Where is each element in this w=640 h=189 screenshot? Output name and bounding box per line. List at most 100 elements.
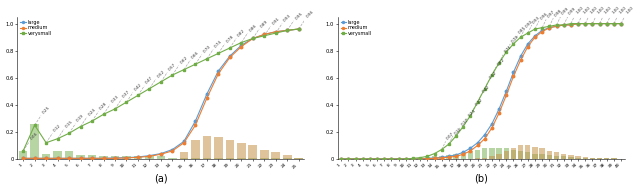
Bar: [582, 158, 588, 159]
Bar: [597, 158, 602, 159]
medium: [488, 127, 496, 129]
medium: [524, 46, 532, 48]
large: [352, 158, 360, 160]
large: [19, 157, 27, 160]
large: [100, 157, 108, 160]
medium: [545, 26, 553, 29]
Bar: [540, 154, 545, 159]
Bar: [30, 124, 39, 159]
medium: [344, 158, 352, 160]
medium: [31, 157, 38, 160]
large: [402, 158, 410, 160]
Bar: [561, 154, 566, 159]
large: [481, 133, 488, 136]
Bar: [554, 152, 559, 159]
large: [574, 22, 582, 25]
large: [180, 140, 188, 143]
Text: 1.00: 1.00: [596, 6, 606, 15]
Text: 0.62: 0.62: [179, 56, 189, 65]
Text: 1.00: 1.00: [604, 6, 613, 15]
medium: [574, 22, 582, 25]
Legend: large, medium, verysmall: large, medium, verysmall: [20, 19, 52, 36]
Bar: [540, 148, 545, 159]
Bar: [518, 151, 524, 159]
Text: 0.85: 0.85: [518, 26, 527, 35]
large: [581, 22, 589, 25]
verysmall: [438, 148, 445, 151]
Bar: [489, 148, 495, 159]
large: [524, 43, 532, 45]
Bar: [19, 151, 28, 159]
Bar: [439, 156, 444, 159]
large: [617, 22, 625, 25]
medium: [191, 124, 199, 126]
Text: 0.71: 0.71: [504, 45, 513, 54]
Bar: [468, 151, 473, 159]
medium: [366, 158, 374, 160]
X-axis label: (b): (b): [474, 174, 488, 184]
Text: 0.28: 0.28: [99, 102, 108, 111]
large: [214, 70, 222, 72]
medium: [42, 157, 50, 160]
medium: [481, 138, 488, 140]
verysmall: [467, 115, 474, 117]
Bar: [180, 152, 188, 159]
verysmall: [495, 62, 503, 64]
verysmall: [146, 88, 154, 90]
large: [42, 157, 50, 160]
large: [260, 33, 268, 36]
verysmall: [603, 22, 611, 25]
medium: [402, 158, 410, 160]
Bar: [157, 156, 165, 159]
Text: 0.11: 0.11: [453, 126, 462, 135]
Bar: [446, 155, 452, 159]
Text: 0.24: 0.24: [88, 107, 97, 116]
Text: 0.96: 0.96: [306, 10, 315, 19]
verysmall: [545, 25, 553, 27]
Text: 1.00: 1.00: [618, 6, 627, 15]
Bar: [424, 157, 430, 159]
verysmall: [134, 94, 142, 97]
verysmall: [596, 22, 604, 25]
Bar: [203, 136, 211, 159]
large: [438, 156, 445, 159]
medium: [416, 158, 424, 160]
large: [191, 120, 199, 122]
Bar: [575, 156, 580, 159]
medium: [337, 158, 345, 160]
verysmall: [366, 158, 374, 160]
Line: medium: medium: [22, 28, 300, 160]
verysmall: [560, 24, 568, 26]
Text: 0.24: 0.24: [467, 108, 477, 118]
medium: [249, 37, 257, 40]
Text: 0.99: 0.99: [561, 7, 570, 16]
Bar: [111, 156, 119, 159]
Line: medium: medium: [340, 22, 622, 160]
medium: [596, 22, 604, 25]
Bar: [497, 148, 502, 159]
Text: 0.98: 0.98: [554, 8, 563, 18]
Bar: [475, 158, 480, 159]
medium: [509, 75, 517, 77]
Text: 0.15: 0.15: [65, 119, 74, 129]
medium: [168, 150, 176, 152]
Bar: [88, 155, 97, 159]
Bar: [42, 154, 51, 159]
large: [452, 154, 460, 156]
Text: 0.82: 0.82: [237, 29, 246, 38]
large: [516, 55, 524, 57]
Bar: [403, 158, 408, 159]
Text: 0.66: 0.66: [191, 50, 200, 60]
medium: [214, 73, 222, 75]
large: [337, 158, 345, 160]
Bar: [271, 152, 280, 159]
Text: 0.07: 0.07: [446, 131, 455, 141]
Bar: [134, 156, 142, 159]
verysmall: [123, 101, 131, 103]
medium: [123, 157, 131, 159]
verysmall: [88, 120, 96, 122]
Bar: [53, 151, 62, 159]
Bar: [99, 156, 108, 159]
Text: 0.78: 0.78: [225, 34, 234, 43]
verysmall: [610, 22, 618, 25]
